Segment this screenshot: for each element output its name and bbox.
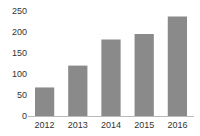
- svg-text:250: 250: [12, 6, 27, 16]
- svg-text:2013: 2013: [68, 120, 88, 130]
- svg-text:50: 50: [17, 90, 27, 100]
- svg-text:150: 150: [12, 48, 27, 58]
- svg-text:0: 0: [22, 111, 27, 121]
- svg-text:2015: 2015: [134, 120, 154, 130]
- svg-text:2016: 2016: [167, 120, 187, 130]
- svg-text:100: 100: [12, 69, 27, 79]
- svg-text:2012: 2012: [35, 120, 55, 130]
- svg-text:2014: 2014: [101, 120, 121, 130]
- svg-text:200: 200: [12, 27, 27, 37]
